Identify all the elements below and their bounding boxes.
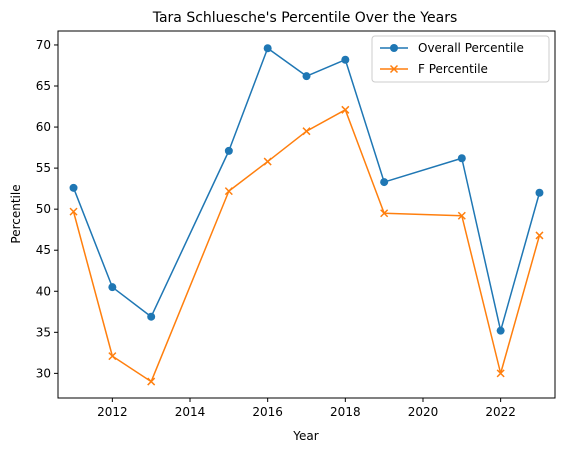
data-point xyxy=(263,157,272,166)
data-point xyxy=(147,377,156,386)
data-point xyxy=(69,183,78,192)
legend-marker xyxy=(390,44,398,52)
x-tick-label: 2016 xyxy=(252,405,283,419)
data-point xyxy=(341,55,350,64)
plot-area xyxy=(69,44,544,386)
data-point xyxy=(69,207,78,216)
data-point xyxy=(108,283,117,292)
legend-label: F Percentile xyxy=(418,62,488,76)
data-point xyxy=(147,312,156,321)
x-tick-label: 2020 xyxy=(408,405,439,419)
data-point xyxy=(341,105,350,114)
y-tick-label: 65 xyxy=(36,79,51,93)
x-tick-label: 2014 xyxy=(175,405,206,419)
data-point xyxy=(224,187,233,196)
y-tick-label: 40 xyxy=(36,284,51,298)
data-point xyxy=(380,209,389,218)
x-tick-label: 2018 xyxy=(330,405,361,419)
y-tick-label: 60 xyxy=(36,120,51,134)
y-tick-label: 30 xyxy=(36,366,51,380)
y-axis-title: Percentile xyxy=(9,184,23,243)
x-tick-label: 2012 xyxy=(97,405,128,419)
y-tick-label: 50 xyxy=(36,202,51,216)
y-axis: 30 35 40 45 50 55 60 65 70 xyxy=(36,38,58,380)
data-point xyxy=(108,352,117,361)
data-point xyxy=(496,369,505,378)
plot-frame xyxy=(57,30,556,399)
data-point xyxy=(224,146,233,155)
data-point xyxy=(535,188,544,197)
data-point xyxy=(302,127,311,136)
x-axis: 2012 2014 2016 2018 2020 2022 xyxy=(97,398,516,419)
data-point xyxy=(457,211,466,220)
legend-marker xyxy=(389,64,399,74)
y-tick-label: 70 xyxy=(36,38,51,52)
y-tick-label: 35 xyxy=(36,325,51,339)
chart-title: Tara Schluesche's Percentile Over the Ye… xyxy=(152,10,458,26)
data-point xyxy=(380,178,389,187)
data-point xyxy=(263,44,272,53)
data-point xyxy=(457,154,466,163)
y-tick-label: 45 xyxy=(36,243,51,257)
legend-label: Overall Percentile xyxy=(418,41,524,55)
x-axis-title: Year xyxy=(292,429,318,443)
x-tick-label: 2022 xyxy=(485,405,516,419)
data-point xyxy=(496,326,505,335)
legend-box xyxy=(371,35,550,83)
data-point xyxy=(302,72,311,81)
legend: Overall Percentile F Percentile xyxy=(371,35,550,83)
y-tick-label: 55 xyxy=(36,161,51,175)
data-point xyxy=(535,231,544,240)
